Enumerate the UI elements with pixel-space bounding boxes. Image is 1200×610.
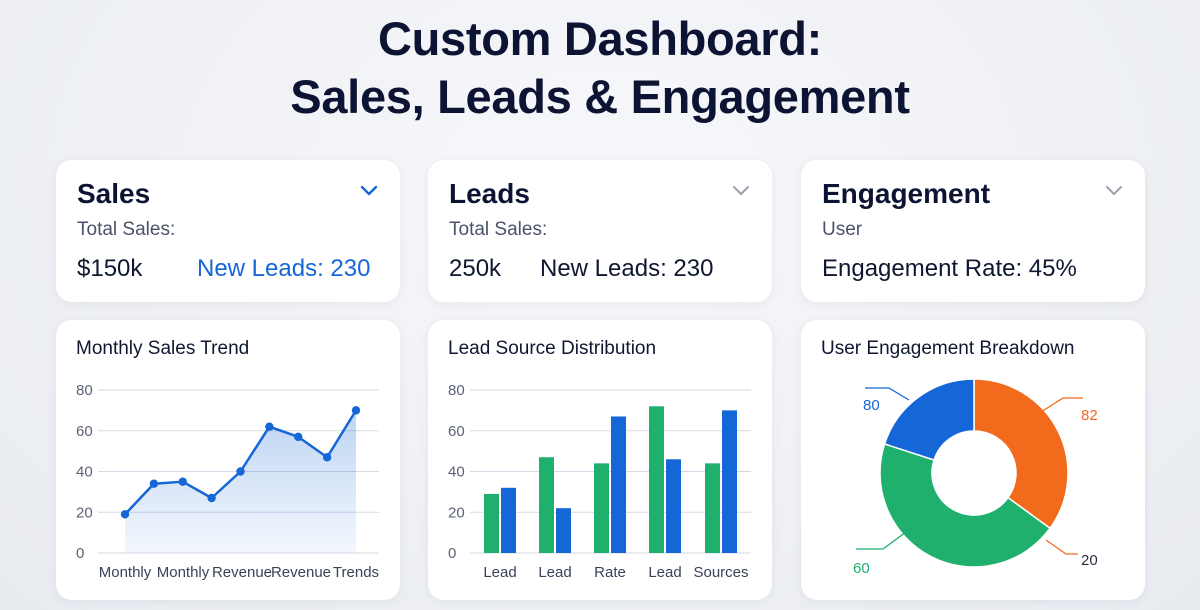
sales-trend-point [265, 422, 274, 431]
sales-total-value: $150k [77, 255, 143, 282]
lead-source-bar [484, 493, 499, 553]
sales-card-title: Sales [77, 178, 151, 209]
sales-trend-x-tick-label: Revenue [212, 564, 272, 581]
sales-trend-card: Monthly Sales Trend 0 20 40 60 80 Monthly Mont… [56, 320, 400, 600]
engagement-rate-value: Engagement Rate: 45% [822, 255, 1077, 282]
lead-source-bar [501, 487, 516, 553]
leads-card: Leads Total Sales: 250k New Leads: 230 [428, 160, 772, 302]
sales-trend-point [236, 467, 245, 476]
lead-source-y-tick-label: 60 [448, 423, 465, 440]
leads-card-subtitle: Total Sales: [449, 219, 548, 240]
chevron-down-icon[interactable] [1105, 185, 1123, 197]
sales-trend-x-tick-label: Revenue [271, 564, 331, 581]
lead-source-bar [611, 416, 626, 553]
sales-trend-y-tick-label: 40 [76, 464, 93, 481]
lead-source-bar [556, 508, 571, 553]
leads-card-title: Leads [449, 178, 530, 209]
sales-trend-y-tick-label: 20 [76, 504, 93, 521]
sales-trend-x-tick-label: Trends [333, 564, 379, 581]
engagement-donut-slice [883, 378, 975, 461]
engagement-donut-slice [879, 443, 1052, 568]
engagement-leader-line [1045, 539, 1078, 555]
sales-trend-y-tick-label: 0 [76, 545, 84, 562]
page-title-line2: Sales, Leads & Engagement [290, 70, 910, 123]
sales-trend-point [207, 493, 216, 503]
lead-source-y-tick-label: 80 [448, 382, 465, 399]
lead-source-bar [594, 463, 609, 553]
sales-trend-y-tick-label: 60 [76, 423, 93, 440]
engagement-donut-slice [973, 378, 1069, 530]
engagement-slice-label: 60 [853, 560, 870, 577]
page-title: Custom Dashboard: Sales, Leads & Engagem… [0, 10, 1200, 126]
sales-trend-point [351, 406, 361, 415]
sales-trend-x-tick-label: Monthly [157, 564, 210, 581]
sales-trend-point [322, 453, 332, 462]
lead-source-bar [649, 406, 664, 553]
engagement-leader-line [856, 531, 907, 550]
engagement-slice-label: 80 [863, 397, 880, 414]
lead-source-card: Lead Source Distribution 0 20 40 60 80 Lead Le… [428, 320, 772, 600]
engagement-slice-label: 20 [1081, 552, 1098, 569]
engagement-donut-chart: 82 20 60 80 [853, 378, 1098, 577]
sales-trend-point [178, 477, 187, 486]
leads-new-leads-value: New Leads: 230 [540, 255, 714, 282]
lead-source-y-tick-label: 0 [448, 545, 456, 562]
lead-source-x-tick-label: Rate [594, 564, 626, 581]
sales-card-subtitle: Total Sales: [77, 219, 176, 240]
chevron-down-icon[interactable] [360, 185, 378, 197]
lead-source-bar [705, 463, 720, 553]
sales-card: Sales Total Sales: $150k New Leads: 230 [56, 160, 400, 302]
engagement-card-subtitle: User [822, 219, 863, 240]
engagement-card-title: Engagement [822, 178, 991, 209]
lead-source-x-tick-label: Sources [693, 564, 748, 581]
lead-source-x-tick-label: Lead [648, 564, 681, 581]
page-title-line1: Custom Dashboard: [377, 12, 823, 65]
engagement-leader-line [865, 387, 910, 401]
lead-source-y-tick-label: 20 [448, 504, 465, 521]
engagement-slice-label: 82 [1081, 407, 1098, 424]
lead-source-bar [666, 459, 681, 553]
engagement-leader-line [1040, 397, 1083, 413]
engagement-card: Engagement User Engagement Rate: 45% [801, 160, 1145, 302]
lead-source-x-tick-label: Lead [538, 564, 571, 581]
leads-total-value: 250k [449, 255, 502, 282]
sales-new-leads-link[interactable]: New Leads: 230 [197, 255, 371, 282]
lead-source-x-tick-label: Lead [483, 564, 516, 581]
lead-source-bar [722, 410, 737, 553]
sales-trend-y-tick-label: 80 [76, 382, 93, 399]
lead-source-chart: 0 20 40 60 80 Lead Lead Rate Lead Sources [448, 382, 751, 581]
lead-source-bar [539, 457, 554, 553]
lead-source-y-tick-label: 40 [448, 464, 465, 481]
sales-trend-point [120, 510, 130, 519]
chevron-down-icon[interactable] [732, 185, 750, 197]
sales-trend-area [125, 410, 356, 553]
sales-trend-x-tick-label: Monthly [99, 564, 152, 581]
lead-source-title: Lead Source Distribution [448, 338, 657, 359]
engagement-breakdown-card: User Engagement Breakdown 82 20 60 80 [801, 320, 1145, 600]
sales-trend-point [294, 432, 303, 442]
sales-trend-title: Monthly Sales Trend [76, 338, 250, 359]
sales-trend-point [149, 479, 159, 488]
engagement-breakdown-title: User Engagement Breakdown [821, 338, 1075, 359]
